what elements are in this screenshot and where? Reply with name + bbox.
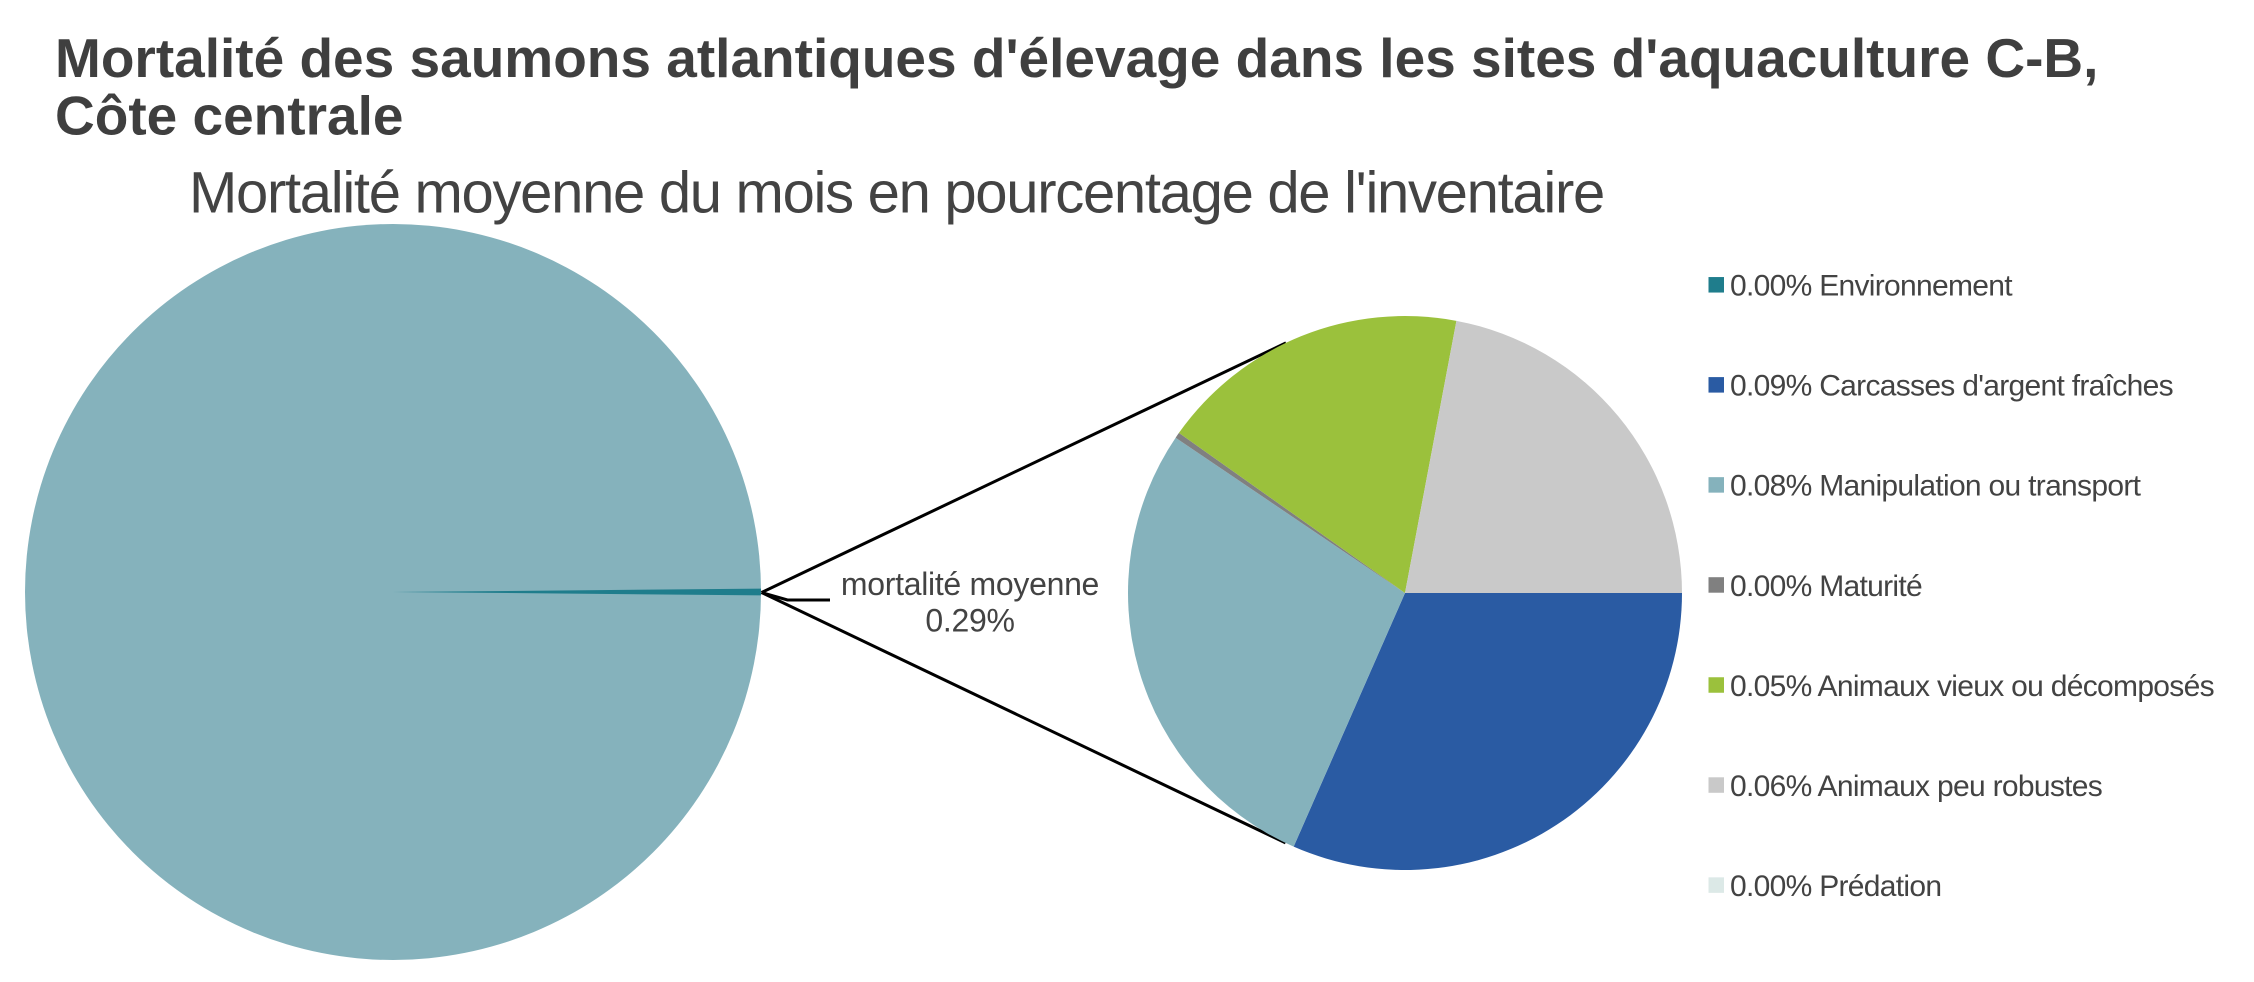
secondary-pie-slice-2 (1293, 593, 1682, 870)
chart-subtitle: Mortalité moyenne du mois en pourcentage… (189, 161, 1604, 226)
legend-item-3: 0.08% Manipulation ou transport (1708, 470, 2142, 503)
main-pie-slice-mortality (393, 588, 762, 596)
connector-line-upper (760, 341, 1287, 594)
legend-swatch-6 (1708, 777, 1724, 793)
legend-label-5: 0.05% Animaux vieux ou décomposés (1730, 670, 2214, 703)
secondary-pie-slice-5 (1178, 316, 1457, 593)
legend-label-3: 0.08% Manipulation ou transport (1730, 470, 2142, 503)
page-title-line-1: Mortalité des saumons atlantiques d'élev… (55, 27, 2098, 89)
main-pie (25, 224, 762, 960)
legend-item-2: 0.09% Carcasses d'argent fraîches (1708, 370, 2174, 403)
secondary-pie-slice-3 (1128, 437, 1405, 847)
legend-label-1: 0.00% Environnement (1730, 270, 2013, 303)
secondary-pie-slice-4 (1175, 432, 1405, 593)
legend: 0.00% Environnement 0.09% Carcasses d'arg… (1708, 270, 2215, 903)
connector-lines (760, 341, 1287, 845)
legend-swatch-5 (1708, 677, 1724, 693)
legend-swatch-2 (1708, 377, 1724, 393)
legend-swatch-3 (1708, 477, 1724, 493)
legend-label-6: 0.06% Animaux peu robustes (1730, 770, 2102, 803)
legend-swatch-1 (1708, 277, 1724, 293)
legend-swatch-4 (1708, 577, 1724, 593)
legend-item-1: 0.00% Environnement (1708, 270, 2014, 303)
secondary-pie (1128, 316, 1682, 870)
callout-label-line-1: mortalité moyenne (841, 566, 1099, 602)
legend-swatch-7 (1708, 877, 1724, 893)
callout-leader-line (761, 591, 830, 602)
callout-label-line-2: 0.29% (925, 603, 1014, 639)
legend-label-4: 0.00% Maturité (1730, 570, 1922, 603)
connector-line-lower (760, 591, 1287, 845)
legend-label-2: 0.09% Carcasses d'argent fraîches (1730, 370, 2173, 403)
legend-item-5: 0.05% Animaux vieux ou décomposés (1708, 670, 2215, 703)
legend-item-7: 0.00% Prédation (1708, 870, 1942, 903)
legend-label-7: 0.00% Prédation (1730, 870, 1941, 903)
legend-item-6: 0.06% Animaux peu robustes (1708, 770, 2103, 803)
legend-item-4: 0.00% Maturité (1708, 570, 1923, 603)
secondary-pie-slice-6 (1405, 320, 1682, 593)
page-title-line-2: Côte centrale (55, 85, 403, 147)
